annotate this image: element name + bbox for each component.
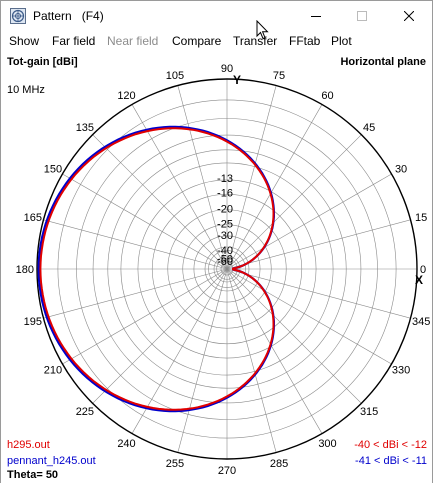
legend-file-1: h295.out — [7, 439, 50, 451]
maximize-icon — [357, 11, 367, 21]
grid-ring — [208, 250, 246, 288]
outer-ring — [36, 78, 418, 460]
spoke-105 — [177, 85, 228, 270]
menu-compare[interactable]: Compare — [172, 34, 222, 48]
angle-label-165: 165 — [24, 212, 42, 224]
close-icon — [404, 11, 414, 21]
y-axis-label: Y — [233, 73, 241, 87]
spoke-255 — [177, 268, 228, 453]
angle-label-225: 225 — [76, 406, 94, 418]
angle-label-135: 135 — [76, 122, 94, 134]
radial-label: -13 — [217, 173, 233, 185]
grid-ring — [120, 162, 334, 376]
radial-label: -40 — [217, 245, 233, 257]
spoke-315 — [226, 268, 362, 404]
angle-label-180: 180 — [16, 264, 34, 276]
angle-label-75: 75 — [273, 70, 285, 82]
angle-label-30: 30 — [395, 164, 407, 176]
spoke-210 — [62, 268, 228, 365]
menu-transfer[interactable]: Transfer — [233, 34, 278, 48]
menu-fftab[interactable]: FFtab — [289, 34, 321, 48]
spoke-30 — [226, 173, 392, 270]
grid-ring — [57, 99, 397, 439]
radial-label: -30 — [217, 230, 233, 242]
spoke-330 — [226, 268, 392, 365]
spoke-285 — [226, 268, 277, 453]
spoke-165 — [43, 219, 228, 270]
angle-label-345: 345 — [412, 316, 430, 328]
spoke-75 — [226, 85, 277, 270]
radial-label: -25 — [217, 219, 233, 231]
legend-range-1: -40 < dBi < -12 — [354, 439, 427, 451]
spoke-345 — [226, 268, 411, 319]
radial-label: -50 — [217, 253, 233, 265]
mouse-cursor-icon — [256, 20, 269, 40]
spoke-15 — [226, 219, 411, 270]
grid-ring — [213, 255, 241, 283]
grid-ring — [92, 134, 362, 404]
grid-ring — [151, 193, 303, 345]
angle-label-255: 255 — [166, 458, 184, 470]
radial-label: -60 — [217, 256, 233, 268]
plane-label: Horizontal plane — [340, 56, 426, 68]
angle-label-45: 45 — [363, 122, 375, 134]
angle-label-105: 105 — [166, 70, 184, 82]
minimize-icon — [311, 16, 321, 17]
grid-ring — [193, 235, 261, 303]
grid-ring — [76, 118, 378, 420]
series-trace-h295 — [39, 127, 275, 411]
spoke-225 — [92, 268, 228, 404]
theta-label: Theta= 50 — [7, 469, 59, 481]
angle-label-210: 210 — [44, 365, 62, 377]
frequency-label: 10 MHz — [7, 84, 45, 96]
angle-label-315: 315 — [360, 406, 378, 418]
spoke-300 — [226, 268, 323, 434]
grid-ring — [107, 149, 347, 389]
angle-label-300: 300 — [318, 438, 336, 450]
spoke-135 — [92, 134, 228, 270]
minimize-button[interactable] — [293, 1, 339, 31]
angle-label-330: 330 — [392, 365, 410, 377]
x-axis-label: X — [415, 273, 423, 287]
angle-label-285: 285 — [270, 458, 288, 470]
menu-plot[interactable]: Plot — [331, 34, 352, 48]
legend-range-2: -41 < dBi < -11 — [355, 455, 427, 467]
angle-label-0: 0 — [420, 264, 426, 276]
spoke-45 — [226, 134, 362, 270]
radial-label: -20 — [217, 203, 233, 215]
menu-bar: Show Far field Near field Compare Transf… — [1, 31, 432, 52]
legend-file-2: pennant_h245.out — [7, 455, 96, 467]
angle-label-240: 240 — [117, 438, 135, 450]
angle-label-60: 60 — [321, 90, 333, 102]
grid-ring — [167, 209, 287, 329]
angle-label-150: 150 — [44, 164, 62, 176]
angle-label-90: 90 — [221, 63, 233, 75]
close-button[interactable] — [386, 1, 432, 31]
window-title: Pattern (F4) — [33, 9, 104, 23]
angle-label-15: 15 — [415, 212, 427, 224]
grid-ring — [216, 258, 238, 280]
grid-ring — [137, 179, 317, 359]
spoke-195 — [43, 268, 228, 319]
menu-show[interactable]: Show — [9, 34, 40, 48]
spoke-60 — [226, 104, 323, 270]
angle-label-195: 195 — [24, 316, 42, 328]
menu-far-field[interactable]: Far field — [52, 34, 96, 48]
radial-label: -16 — [217, 187, 233, 199]
angle-label-120: 120 — [117, 90, 135, 102]
spoke-150 — [62, 173, 228, 270]
pattern-app-icon — [10, 8, 26, 24]
grid-ring — [204, 246, 250, 292]
angle-label-270: 270 — [218, 465, 236, 477]
plot-area[interactable]: Tot-gain [dBi] Horizontal plane 10 MHz 0… — [1, 53, 432, 483]
quantity-label: Tot-gain [dBi] — [7, 56, 78, 68]
title-bar[interactable]: Pattern (F4) — [1, 1, 432, 31]
menu-near-field[interactable]: Near field — [107, 34, 159, 48]
polar-chart[interactable]: 0 15 30 45 60 75 90 105 120 135 150 165 180 195 210 225… — [1, 53, 432, 483]
maximize-button[interactable] — [339, 1, 385, 31]
grid-ring — [182, 224, 272, 314]
